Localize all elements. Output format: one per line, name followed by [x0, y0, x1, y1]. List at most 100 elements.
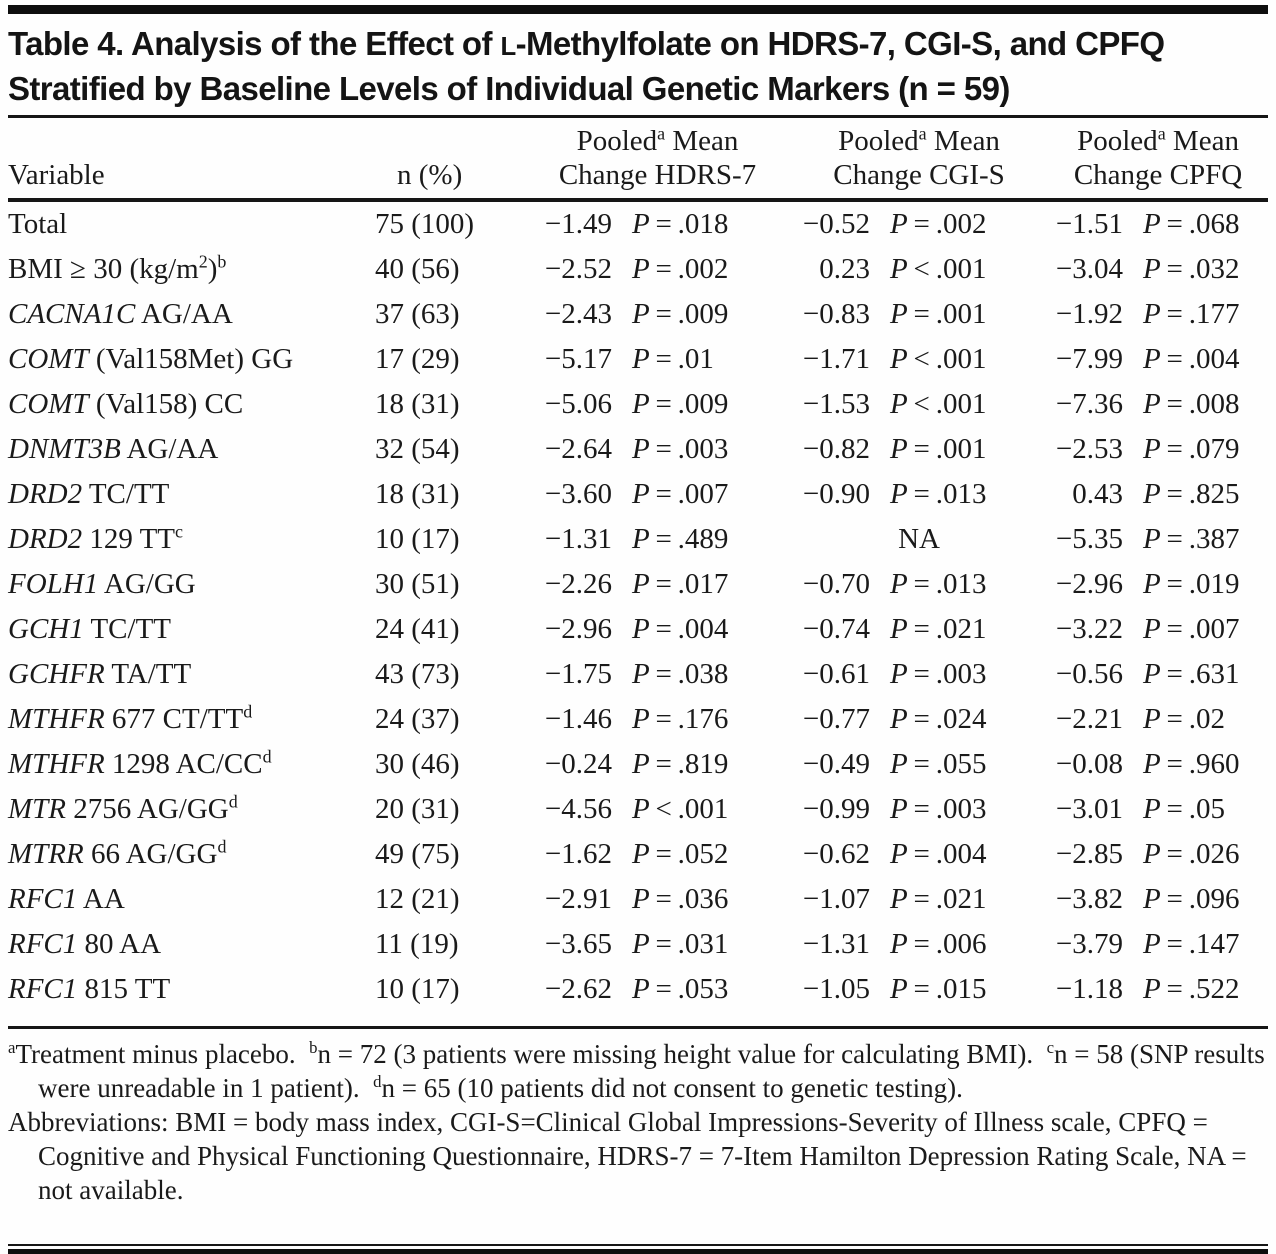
rule-under-title	[8, 115, 1268, 118]
table-row: RFC1 80 AA 11 (19) −3.65 P = .031 −1.31 P = .…	[8, 922, 1268, 967]
cgis-mean-change-cell: −0.82	[802, 433, 871, 465]
hdrs7-mean-change-cell: −3.65	[544, 928, 612, 960]
hdrs7-pvalue-cell: P = .052	[632, 838, 729, 870]
cgis-pvalue-cell: P < .001	[890, 343, 987, 375]
gene-symbol: GCHFR	[8, 658, 105, 690]
p-label: P	[632, 253, 650, 285]
title-smallcap-l: L	[500, 33, 516, 61]
p-label: P	[632, 433, 650, 465]
hdrs7-mean-change-cell: −2.91	[544, 883, 612, 915]
cpfq-pvalue-cell: P = .960	[1143, 748, 1240, 780]
p-label: P	[632, 343, 650, 375]
hdrs7-mean-change-cell: −2.52	[544, 253, 612, 285]
p-label: P	[890, 703, 908, 735]
variable-text: 66 AG/GG	[83, 838, 218, 870]
footnote-marker-a: a	[1157, 123, 1166, 144]
n-percent-cell: 24 (41)	[375, 613, 460, 645]
p-label: P	[1143, 523, 1161, 555]
cgis-pvalue-cell: P = .002	[890, 208, 987, 240]
cgis-pvalue-cell: P = .001	[890, 298, 987, 330]
p-label: P	[632, 973, 650, 1005]
n-percent-cell: 10 (17)	[375, 973, 460, 1005]
variable-text: 129 TT	[82, 523, 176, 555]
variable-cell: MTHFR 677 CT/TTd	[8, 697, 375, 742]
variable-text: TC/TT	[83, 613, 172, 645]
p-label: P	[890, 838, 908, 870]
cpfq-mean-change-cell: −1.18	[1055, 973, 1124, 1005]
footnote-marker-a: a	[657, 123, 666, 144]
variable-text: Total	[8, 208, 68, 240]
variable-cell: MTRR 66 AG/GGd	[8, 832, 375, 877]
hdrs7-pvalue-cell: P = .819	[632, 748, 729, 780]
hdrs7-mean-change-cell: −1.46	[544, 703, 612, 735]
cgis-mean-change-cell: −0.49	[802, 748, 871, 780]
p-label: P	[1143, 298, 1161, 330]
cpfq-pvalue-cell: P = .068	[1143, 208, 1240, 240]
p-label: P	[632, 928, 650, 960]
p-label: P	[632, 883, 650, 915]
p-label: P	[890, 298, 908, 330]
hdrs7-pvalue-cell: P = .003	[632, 433, 729, 465]
gene-symbol: RFC1	[8, 973, 78, 1005]
variable-text: 1298 AC/CC	[104, 748, 263, 780]
p-label: P	[890, 208, 908, 240]
n-percent-cell: 37 (63)	[375, 298, 460, 330]
p-label: P	[890, 748, 908, 780]
column-header-n-percent: n (%)	[375, 118, 525, 200]
cpfq-pvalue-cell: P = .008	[1143, 388, 1240, 420]
gene-symbol: DRD2	[8, 478, 83, 510]
cgis-mean-change-cell: −1.07	[802, 883, 871, 915]
p-label: P	[1143, 748, 1161, 780]
cpfq-pvalue-cell: P = .631	[1143, 658, 1240, 690]
n-percent-cell: 11 (19)	[375, 928, 459, 960]
gene-symbol: RFC1	[8, 928, 78, 960]
cpfq-pvalue-cell: P = .177	[1143, 298, 1240, 330]
hdrs7-mean-change-cell: −2.43	[544, 298, 612, 330]
cgis-mean-change-cell: −0.62	[802, 838, 871, 870]
n-percent-cell: 75 (100)	[375, 208, 475, 240]
cgis-mean-change-cell: −1.53	[802, 388, 871, 420]
cgis-pvalue-cell: P = .004	[890, 838, 987, 870]
p-label: P	[1143, 838, 1161, 870]
cgis-mean-change-cell: −0.90	[802, 478, 871, 510]
footnote-marker: b	[309, 1038, 318, 1057]
cpfq-pvalue-cell: P = .007	[1143, 613, 1240, 645]
variable-text: TC/TT	[82, 478, 170, 510]
title-line1: Table 4. Analysis of the Effect of L-Met…	[8, 25, 1165, 62]
cpfq-pvalue-cell: P = .02	[1143, 703, 1225, 735]
variable-cell: GCHFR TA/TT	[8, 652, 375, 697]
table-row: MTR 2756 AG/GGd 20 (31) −4.56 P < .001 −0.99…	[8, 787, 1268, 832]
abbreviations-paragraph: Abbreviations: BMI = body mass index, CG…	[8, 1107, 1247, 1205]
variable-cell: CACNA1C AG/AA	[8, 292, 375, 337]
hdrs7-mean-change-cell: −1.75	[544, 658, 612, 690]
variable-text: )	[207, 253, 218, 285]
table-row: BMI ≥ 30 (kg/m2)b 40 (56) −2.52 P = .002 0.2…	[8, 247, 1268, 292]
p-label: P	[890, 568, 908, 600]
hdrs7-pvalue-cell: P = .176	[632, 703, 729, 735]
variable-text: AG/AA	[120, 433, 219, 465]
footnote-marker: c	[175, 521, 183, 542]
cgis-pvalue-cell: P = .024	[890, 703, 987, 735]
table-row: GCHFR TA/TT 43 (73) −1.75 P = .038 −0.61 P = …	[8, 652, 1268, 697]
variable-cell: GCH1 TC/TT	[8, 607, 375, 652]
variable-text: (Val158) CC	[88, 388, 244, 420]
table-body: Total 75 (100) −1.49 P = .018 −0.52 P = .002−…	[8, 200, 1268, 1012]
footnote-paragraph: aTreatment minus placebo. bn = 72 (3 pat…	[8, 1038, 1265, 1103]
footnote-marker: 2	[198, 251, 208, 272]
cpfq-mean-change-cell: −3.82	[1055, 883, 1124, 915]
footnote-marker: d	[243, 701, 253, 722]
hdrs7-mean-change-cell: −1.49	[544, 208, 612, 240]
p-label: P	[1143, 568, 1161, 600]
cgis-mean-change-cell: −0.61	[802, 658, 871, 690]
gene-symbol: MTRR	[8, 838, 84, 870]
hdrs7-mean-change-cell: −2.26	[544, 568, 612, 600]
variable-cell: BMI ≥ 30 (kg/m2)b	[8, 247, 375, 292]
cpfq-pvalue-cell: P = .032	[1143, 253, 1240, 285]
table-row: MTRR 66 AG/GGd 49 (75) −1.62 P = .052 −0.62 P…	[8, 832, 1268, 877]
column-header-cgis: Pooleda Mean Change CGI-S	[790, 118, 1048, 200]
gene-symbol: COMT	[8, 388, 89, 420]
cgis-na-cell: NA	[898, 523, 940, 555]
hdrs7-pvalue-cell: P < .001	[632, 793, 729, 825]
hdrs7-pvalue-cell: P = .053	[632, 973, 729, 1005]
p-label: P	[890, 928, 908, 960]
